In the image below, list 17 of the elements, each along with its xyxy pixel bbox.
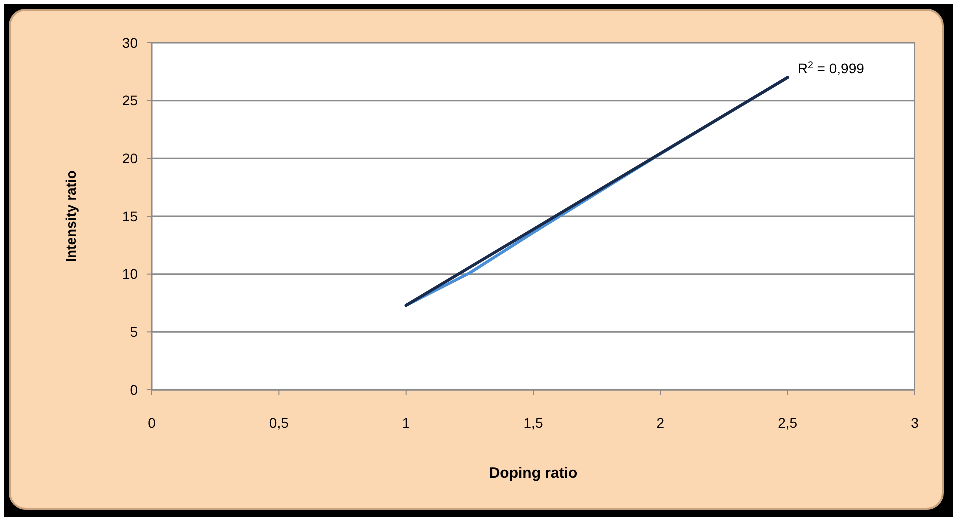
x-tick-label: 1,5	[524, 415, 544, 431]
annotation: R$^{2}$ = 0,999	[798, 60, 865, 77]
x-tick-label: 2,5	[778, 415, 798, 431]
y-tick-label: 0	[130, 382, 138, 398]
y-tick-label: 25	[122, 92, 138, 109]
x-axis-title: Doping ratio	[489, 465, 578, 482]
y-tick-label: 5	[130, 324, 138, 340]
y-tick-label: 15	[122, 208, 138, 224]
y-axis-title: Intensity ratio	[63, 170, 79, 262]
x-tick-label: 2	[656, 415, 665, 431]
y-tick-label: 30	[122, 34, 138, 51]
x-tick-label: 1	[402, 415, 410, 431]
x-tick-label: 0	[148, 415, 156, 431]
y-tick-label: 20	[122, 150, 138, 167]
y-tick-label: 10	[122, 266, 138, 282]
x-tick-label: 0,5	[269, 415, 290, 431]
x-tick-label: 3	[911, 415, 920, 431]
